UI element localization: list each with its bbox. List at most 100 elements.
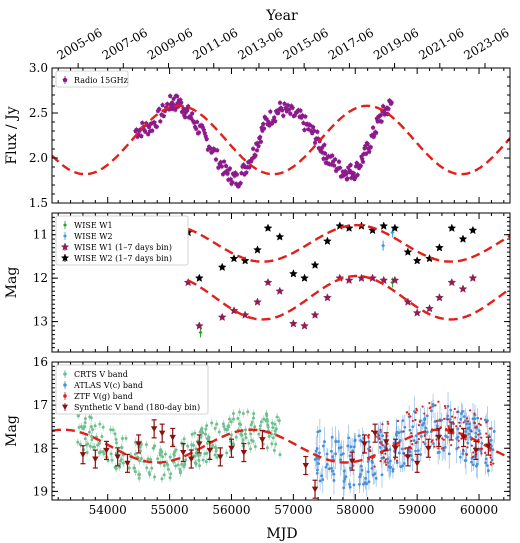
ztf-point (369, 450, 372, 453)
ztf-point (455, 425, 458, 428)
crts-point (87, 430, 91, 434)
synthetic-point (348, 458, 356, 465)
ztf-point (477, 422, 481, 425)
crts-point (93, 424, 97, 428)
crts-point (176, 463, 180, 467)
crts-point (211, 443, 215, 447)
crts-point (153, 444, 157, 448)
ztf-point (479, 417, 483, 420)
atlas-point (325, 463, 329, 466)
crts-point (182, 437, 186, 441)
crts-point (78, 442, 82, 446)
legend-frame (55, 215, 189, 266)
atlas-point (318, 429, 322, 433)
radio-point (140, 120, 145, 125)
y-tick-label: 18 (33, 441, 48, 455)
crts-point (138, 472, 142, 476)
synthetic-point (169, 434, 176, 441)
ztf-point (377, 434, 381, 437)
radio-point (253, 153, 258, 158)
atlas-point (367, 480, 371, 484)
crts-point (145, 466, 149, 470)
crts-point (277, 419, 281, 423)
crts-point (139, 449, 143, 453)
atlas-point (431, 404, 435, 408)
x-tick-label: 56000 (212, 503, 250, 517)
crts-point (97, 451, 101, 455)
ztf-point (411, 443, 414, 446)
atlas-point (359, 439, 363, 442)
top-axis-label: Year (265, 8, 298, 24)
atlas-point (422, 421, 426, 425)
crts-point (144, 443, 148, 447)
crts-point (215, 422, 219, 426)
radio-point (277, 100, 283, 105)
x-axis-label: MJD (266, 526, 297, 542)
atlas-point (315, 447, 319, 450)
atlas-point (461, 409, 465, 413)
wise-w1-bin-point (310, 310, 320, 319)
radio-point (139, 133, 144, 139)
ztf-point (393, 457, 396, 460)
atlas-point (483, 418, 487, 422)
radio-point (330, 153, 335, 158)
crts-point (179, 470, 183, 474)
synthetic-point (392, 445, 399, 452)
crts-point (153, 475, 157, 479)
radio-point (189, 111, 195, 116)
plot-area (52, 92, 510, 190)
crts-point (151, 446, 155, 450)
synthetic-point (259, 437, 266, 443)
ztf-point (410, 447, 413, 450)
crts-point (225, 451, 229, 455)
crts-point (83, 437, 87, 441)
ztf-point (421, 405, 424, 408)
y-tick-label: 11 (33, 228, 48, 242)
ztf-point (470, 430, 473, 433)
atlas-point (425, 430, 429, 434)
top-axis-ticks: 2005-062007-062009-062011-062013-062015-… (55, 26, 512, 68)
crts-point (109, 452, 113, 456)
atlas-point (370, 459, 374, 463)
atlas-point (461, 452, 465, 456)
synthetic-point (196, 441, 203, 448)
crts-point (138, 459, 142, 463)
wise-w1-bin-point (253, 297, 262, 306)
ztf-point (378, 441, 382, 444)
synthetic-point (158, 430, 166, 437)
crts-point (174, 464, 178, 468)
atlas-point (334, 440, 338, 443)
y-axis-label: Mag (4, 267, 20, 299)
crts-point (109, 428, 113, 432)
atlas-point (359, 473, 362, 476)
ztf-point (492, 462, 495, 465)
crts-point (190, 432, 194, 436)
wise-w1-bin-point (344, 275, 354, 285)
ztf-point (414, 418, 417, 422)
ztf-point (367, 433, 371, 436)
crts-point (158, 453, 162, 457)
ztf-point (395, 459, 399, 462)
crts-point (89, 425, 93, 429)
atlas-point (388, 448, 392, 451)
crts-point (229, 433, 233, 437)
wise-w1-fit-curve (187, 274, 510, 321)
crts-point (111, 428, 115, 432)
ztf-point (465, 453, 469, 456)
radio-point (142, 129, 148, 134)
ztf-point (387, 422, 390, 425)
atlas-point (492, 430, 496, 433)
ztf-point (411, 419, 414, 423)
crts-point (243, 432, 247, 436)
ztf-point (442, 438, 445, 441)
ztf-point (410, 439, 413, 443)
crts-point (232, 417, 236, 421)
ztf-point (470, 444, 473, 447)
ztf-point (431, 439, 434, 442)
legend-label: ATLAS V(c) band (73, 381, 143, 390)
crts-point (160, 450, 164, 454)
crts-point (250, 420, 254, 424)
crts-point (137, 476, 141, 480)
ztf-point (382, 456, 385, 459)
crts-point (183, 462, 187, 466)
